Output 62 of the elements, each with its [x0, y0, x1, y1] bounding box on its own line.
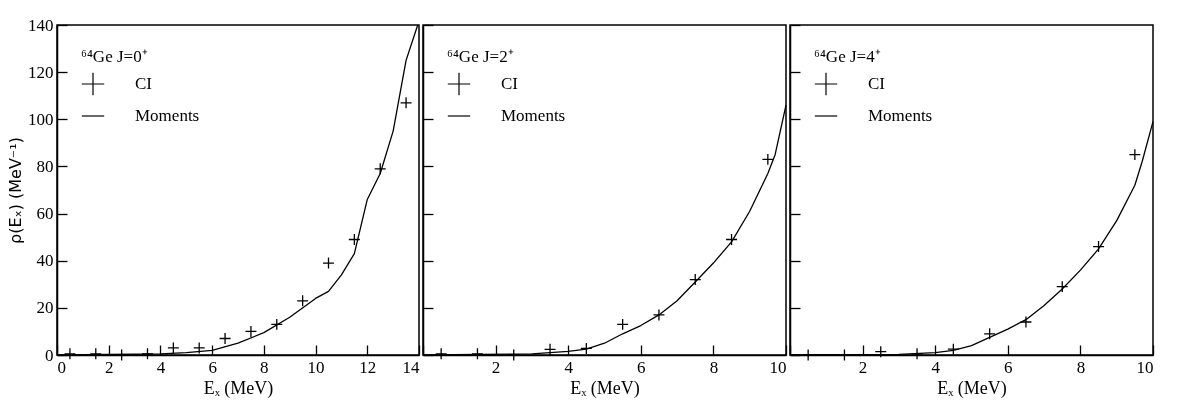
point — [167, 341, 180, 355]
point — [322, 256, 335, 270]
x-tick-label: 2 — [858, 357, 868, 377]
y-tick-label: 120 — [28, 62, 54, 82]
point — [471, 347, 484, 360]
point — [543, 343, 557, 356]
point — [616, 318, 629, 331]
legend-title: ⁶⁴Ge J=4⁺ — [814, 47, 881, 66]
point — [652, 308, 666, 322]
x-tick-label: 10 — [1136, 357, 1154, 377]
point — [947, 342, 960, 356]
legend-label: CI — [868, 74, 886, 93]
x-tick-label: 14 — [402, 357, 420, 377]
x-tick-label: 8 — [1076, 357, 1086, 377]
point — [983, 327, 996, 340]
legend-title: ⁶⁴Ge J=2⁺ — [447, 47, 514, 66]
point — [725, 233, 738, 246]
legend-label: CI — [501, 74, 519, 93]
x-axis-title: Eₓ (MeV) — [570, 377, 640, 399]
y-tick-label: 60 — [36, 204, 54, 224]
x-tick-label: 12 — [359, 357, 377, 377]
y-tick-label: 100 — [28, 109, 54, 129]
y-tick-label: 80 — [36, 156, 54, 176]
point — [399, 96, 413, 109]
point — [507, 348, 520, 362]
point — [1056, 280, 1069, 293]
point — [1019, 315, 1033, 329]
legend-label: CI — [135, 74, 153, 93]
x-tick-label: 6 — [208, 357, 217, 377]
x-tick-label: 2 — [104, 357, 114, 377]
point — [874, 345, 887, 358]
x-tick-label: 8 — [709, 357, 719, 377]
x-tick-label: 10 — [769, 357, 787, 377]
x-tick-label: 10 — [307, 357, 325, 377]
x-tick-label: 6 — [1004, 357, 1013, 377]
x-axis-title: Eₓ (MeV) — [203, 377, 274, 399]
point — [761, 153, 774, 166]
point — [348, 233, 361, 246]
y-tick-label: 20 — [36, 298, 54, 318]
x-tick-label: 6 — [637, 357, 646, 377]
x-tick-label: 8 — [260, 357, 269, 377]
x-tick-label: 4 — [931, 357, 941, 377]
legend-label: Moments — [501, 106, 566, 125]
x-tick-label: 2 — [491, 357, 501, 377]
point — [244, 325, 258, 338]
point — [1092, 240, 1105, 253]
legend-label: Moments — [868, 106, 933, 125]
legend-label: Moments — [135, 106, 200, 125]
point — [218, 332, 232, 345]
y-tick-label: 140 — [28, 15, 54, 35]
point — [193, 341, 206, 355]
legend-title: ⁶⁴Ge J=0⁺ — [81, 47, 148, 66]
point — [689, 273, 702, 286]
y-tick-label: 40 — [36, 251, 54, 271]
x-tick-label: 4 — [156, 357, 166, 377]
point — [270, 318, 283, 331]
x-axis-title: Eₓ (MeV) — [937, 377, 1007, 399]
x-tick-label: 4 — [564, 357, 574, 377]
point — [580, 342, 593, 355]
point — [1128, 148, 1141, 161]
point — [296, 294, 309, 307]
y-axis-title: ρ(Eₓ) (MeV⁻¹) — [6, 137, 25, 244]
